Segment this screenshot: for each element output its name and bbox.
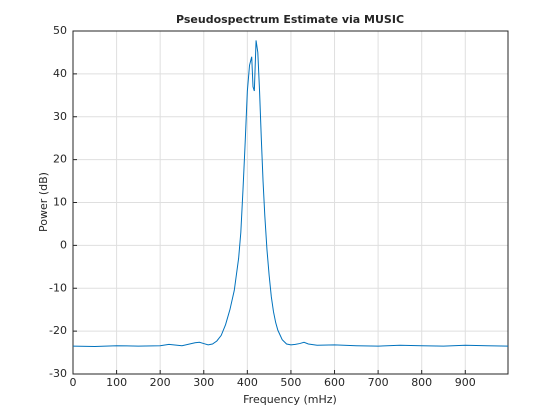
x-tick-label: 300 (193, 376, 214, 389)
y-tick-label: 20 (53, 153, 67, 166)
y-tick-label: -30 (49, 367, 67, 380)
data-line (72, 40, 509, 348)
x-tick-label: 600 (324, 376, 345, 389)
x-tick-label: 800 (411, 376, 432, 389)
x-tick-label: 0 (70, 376, 77, 389)
x-tick-label: 200 (150, 376, 171, 389)
x-tick-label: 400 (237, 376, 258, 389)
y-tick-label: 30 (53, 110, 67, 123)
axes-box (72, 30, 509, 375)
x-axis-label: Frequency (mHz) (243, 393, 337, 406)
x-tick-label: 500 (280, 376, 301, 389)
x-tick-label: 100 (106, 376, 127, 389)
y-tick-label: -10 (49, 281, 67, 294)
chart-title: Pseudospectrum Estimate via MUSIC (176, 13, 404, 26)
y-axis-label: Power (dB) (37, 172, 50, 232)
y-tick-label: 0 (60, 238, 67, 251)
y-tick-label: 40 (53, 67, 67, 80)
x-tick-label: 900 (455, 376, 476, 389)
x-tick-label: 700 (368, 376, 389, 389)
y-tick-label: -20 (49, 324, 67, 337)
y-tick-label: 10 (53, 196, 67, 209)
y-tick-label: 50 (53, 24, 67, 37)
